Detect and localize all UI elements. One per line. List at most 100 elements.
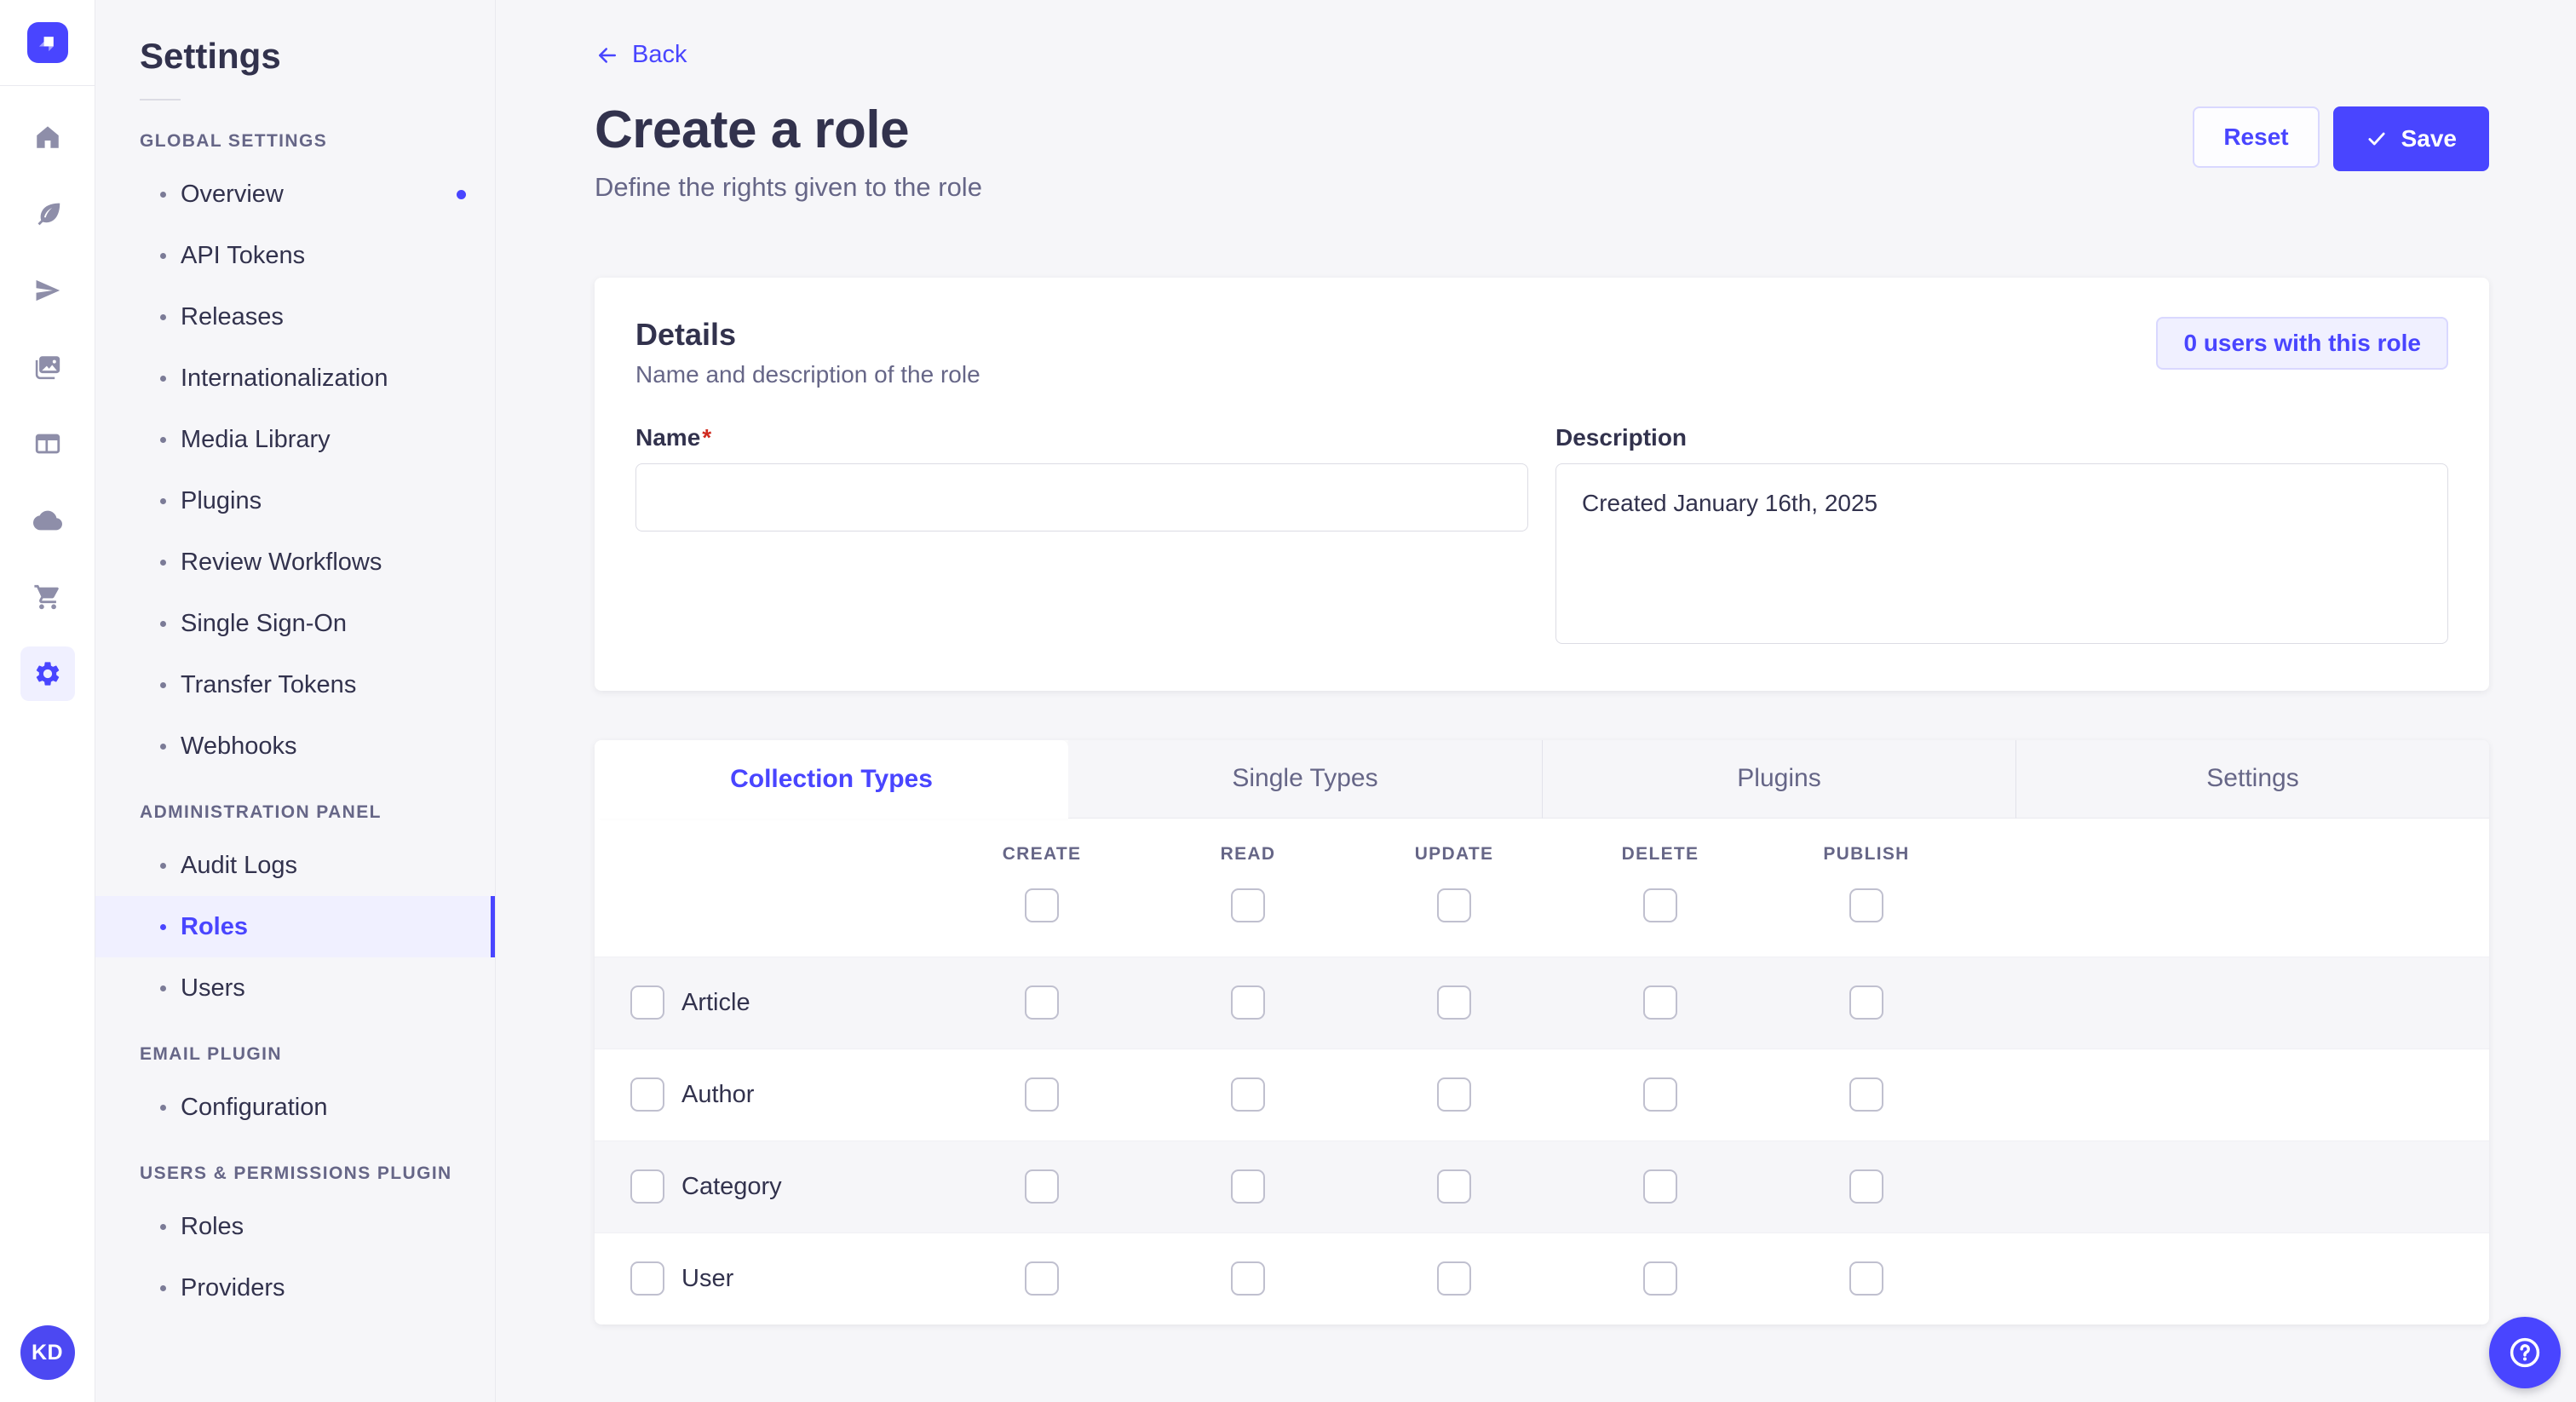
required-asterisk: * (702, 423, 712, 451)
cell (1763, 985, 1969, 1020)
home-icon[interactable] (20, 110, 75, 164)
checkbox-select-all-create[interactable] (1025, 888, 1059, 922)
section-header-email-plugin: EMAIL PLUGIN (140, 1044, 282, 1064)
details-card: Details Name and description of the role… (595, 277, 2489, 691)
tab-settings[interactable]: Settings (2015, 739, 2489, 819)
row-label-cell: Author (595, 1077, 939, 1112)
checkbox-author-update[interactable] (1437, 1077, 1471, 1112)
sidebar-item-label: Internationalization (181, 364, 388, 392)
checkbox-user-publish[interactable] (1849, 1261, 1883, 1296)
tab-single-types[interactable]: Single Types (1068, 739, 1542, 819)
checkbox-article-create[interactable] (1025, 985, 1059, 1020)
sidebar-item-label: Webhooks (181, 732, 297, 760)
sidebar-item-roles[interactable]: Roles (95, 896, 495, 957)
back-link[interactable]: Back (595, 41, 687, 69)
sidebar-item-up-roles[interactable]: Roles (95, 1196, 495, 1257)
row-label: User (681, 1264, 734, 1292)
sidebar-item-single-sign-on[interactable]: Single Sign-On (95, 593, 495, 654)
checkbox-row-article[interactable] (630, 985, 664, 1020)
sidebar-item-audit-logs[interactable]: Audit Logs (95, 835, 495, 896)
sidebar-item-label: Media Library (181, 425, 331, 453)
bullet-icon (160, 923, 166, 930)
checkbox-user-update[interactable] (1437, 1261, 1471, 1296)
checkbox-category-update[interactable] (1437, 1169, 1471, 1204)
checkbox-category-read[interactable] (1231, 1169, 1265, 1204)
cloud-icon[interactable] (20, 493, 75, 548)
strapi-logo[interactable] (26, 22, 68, 63)
checkbox-user-create[interactable] (1025, 1261, 1059, 1296)
cell (1351, 985, 1557, 1020)
checkbox-row-user[interactable] (630, 1261, 664, 1296)
cell (1557, 1169, 1763, 1204)
checkbox-select-all-publish[interactable] (1849, 888, 1883, 922)
sidebar-item-review-workflows[interactable]: Review Workflows (95, 531, 495, 593)
feather-pen-icon[interactable] (20, 187, 75, 241)
details-card-header: Details Name and description of the role… (635, 316, 2448, 388)
paper-plane-icon[interactable] (20, 263, 75, 318)
sidebar-item-label: Transfer Tokens (181, 670, 357, 698)
select-all-row (595, 865, 2489, 922)
checkbox-author-delete[interactable] (1643, 1077, 1677, 1112)
cell (1351, 1169, 1557, 1204)
checkbox-author-create[interactable] (1025, 1077, 1059, 1112)
page-header: Create a role Define the rights given to… (595, 100, 2489, 203)
checkbox-category-publish[interactable] (1849, 1169, 1883, 1204)
checkbox-author-read[interactable] (1231, 1077, 1265, 1112)
help-button[interactable] (2489, 1317, 2561, 1388)
rail-divider (0, 85, 95, 86)
avatar[interactable]: KD (20, 1325, 75, 1380)
sidebar-item-users[interactable]: Users (95, 957, 495, 1019)
page-title: Create a role (595, 100, 910, 159)
sidebar-item-overview[interactable]: Overview (95, 164, 495, 225)
checkbox-select-all-delete[interactable] (1643, 888, 1677, 922)
column-label-create: CREATE (1002, 843, 1082, 864)
checkbox-select-all-read[interactable] (1231, 888, 1265, 922)
details-card-titles: Details Name and description of the role (635, 317, 980, 388)
column-label-publish: PUBLISH (1823, 843, 1910, 864)
sidebar-item-transfer-tokens[interactable]: Transfer Tokens (95, 654, 495, 715)
checkbox-article-publish[interactable] (1849, 985, 1883, 1020)
checkbox-article-read[interactable] (1231, 985, 1265, 1020)
sidebar-item-releases[interactable]: Releases (95, 286, 495, 348)
name-input[interactable] (635, 463, 1528, 531)
checkbox-row-category[interactable] (630, 1169, 664, 1204)
bullet-icon (160, 375, 166, 382)
sidebar-item-webhooks[interactable]: Webhooks (95, 715, 495, 777)
settings-gear-icon[interactable] (20, 646, 75, 701)
layout-panel-icon[interactable] (20, 417, 75, 471)
cell (1145, 1169, 1351, 1204)
sidebar-item-label: Review Workflows (181, 548, 382, 576)
description-textarea[interactable]: Created January 16th, 2025 (1555, 463, 2448, 644)
checkbox-category-create[interactable] (1025, 1169, 1059, 1204)
tab-collection-types[interactable]: Collection Types (595, 739, 1068, 819)
select-all-publish-cell (1763, 888, 1969, 922)
sidebar-item-api-tokens[interactable]: API Tokens (95, 225, 495, 286)
marketplace-cart-icon[interactable] (20, 570, 75, 624)
users-with-role-button[interactable]: 0 users with this role (2156, 316, 2448, 370)
sidebar-item-providers[interactable]: Providers (95, 1257, 495, 1319)
sidebar-item-configuration[interactable]: Configuration (95, 1077, 495, 1138)
save-button[interactable]: Save (2332, 106, 2489, 171)
media-images-icon[interactable] (20, 340, 75, 394)
checkbox-article-delete[interactable] (1643, 985, 1677, 1020)
checkbox-article-update[interactable] (1437, 985, 1471, 1020)
reset-button[interactable]: Reset (2193, 106, 2320, 168)
sidebar-item-label: Roles (181, 1212, 244, 1240)
checkbox-select-all-update[interactable] (1437, 888, 1471, 922)
sidebar-item-internationalization[interactable]: Internationalization (95, 348, 495, 409)
table-row-user: User (595, 1232, 2489, 1324)
sidebar-item-media-library[interactable]: Media Library (95, 409, 495, 470)
notification-dot-icon (457, 189, 466, 199)
back-arrow-icon (599, 47, 616, 63)
tab-plugins[interactable]: Plugins (1542, 739, 2015, 819)
sidebar-item-plugins[interactable]: Plugins (95, 470, 495, 531)
checkbox-category-delete[interactable] (1643, 1169, 1677, 1204)
section-header-users-permissions-plugin: USERS & PERMISSIONS PLUGIN (140, 1164, 452, 1183)
checkbox-user-read[interactable] (1231, 1261, 1265, 1296)
cell (1557, 985, 1763, 1020)
page-header-text: Create a role Define the rights given to… (595, 100, 982, 203)
main-content: Back Create a role Define the rights giv… (496, 0, 2576, 1402)
checkbox-user-delete[interactable] (1643, 1261, 1677, 1296)
checkbox-author-publish[interactable] (1849, 1077, 1883, 1112)
checkbox-row-author[interactable] (630, 1077, 664, 1112)
